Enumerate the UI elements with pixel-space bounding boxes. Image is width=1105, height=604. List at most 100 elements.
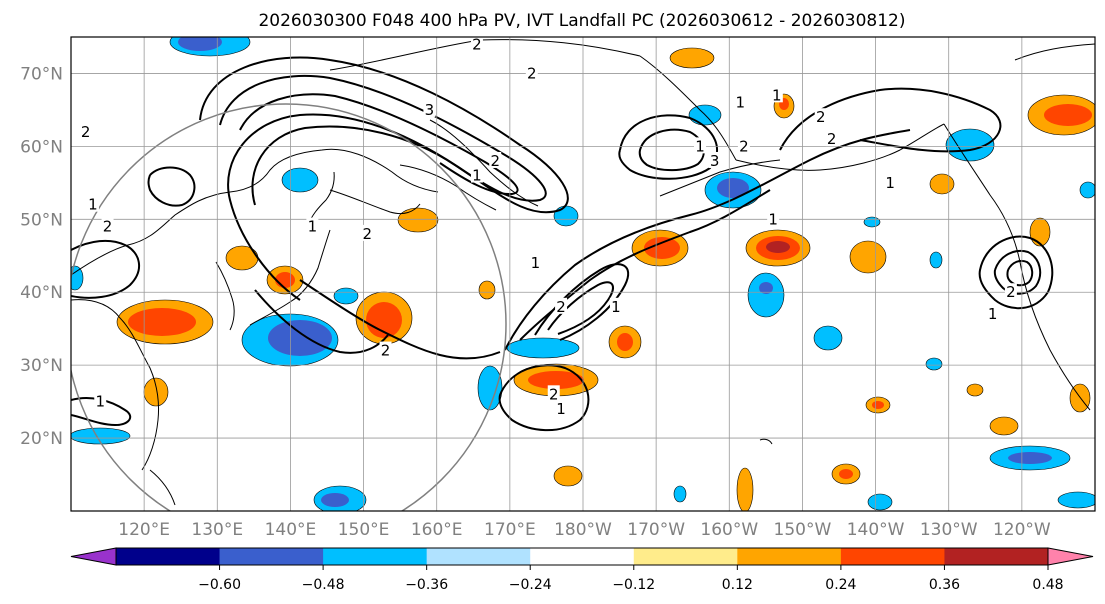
pv-contours: [71, 56, 1054, 432]
latitude-tick-labels: 20°N 30°N 40°N 50°N 60°N 70°N: [20, 64, 63, 449]
kamchatka-west: [399, 164, 497, 211]
contour-label: 2: [490, 152, 500, 170]
colorbar-segment: [737, 548, 842, 565]
pv-contour: [239, 93, 519, 196]
contour-label-background: [470, 37, 483, 52]
negative-anomaly: [477, 365, 503, 411]
positive-anomaly-core: [128, 308, 196, 336]
colorbar-tick-label: 0.48: [1032, 577, 1063, 593]
positive-anomaly: [1029, 217, 1051, 247]
contour-label: 2: [472, 35, 482, 53]
asia-pacific-coast: [71, 148, 439, 276]
north-america-west-coast: [943, 123, 1091, 411]
contour-label: 1: [988, 305, 998, 323]
negative-anomaly: [945, 128, 995, 162]
negative-anomaly-core: [1008, 452, 1052, 464]
contour-label: 3: [425, 101, 435, 119]
contour-label: 2: [81, 123, 91, 141]
contour-label: 1: [695, 137, 705, 155]
longitude-tick-label: 150°E: [338, 520, 390, 540]
longitude-tick-label: 160°W: [700, 520, 758, 540]
positive-anomaly-core: [275, 272, 295, 288]
latitude-tick-label: 30°N: [20, 356, 63, 376]
latitude-tick-label: 50°N: [20, 210, 63, 230]
pv-contour: [1006, 259, 1034, 287]
colorbar-segment: [944, 548, 1049, 565]
longitude-tick-label: 120°E: [118, 520, 170, 540]
contour-label-background: [101, 217, 114, 234]
contour-label-background: [770, 86, 783, 103]
pv-contour: [254, 289, 389, 354]
colorbar-frame: [115, 547, 1049, 566]
contour-label-background: [86, 195, 99, 212]
negative-anomaly: [867, 493, 893, 511]
contour-label: 2: [362, 225, 372, 243]
colorbar-tick-label: −0.36: [405, 577, 448, 593]
positive-anomaly: [849, 240, 887, 274]
negative-anomaly: [925, 357, 943, 371]
contour-label-background: [694, 137, 707, 154]
pv-contour: [299, 279, 501, 360]
longitude-tick-label: 130°W: [920, 520, 978, 540]
negative-anomaly-core: [759, 282, 773, 294]
negative-anomaly: [1079, 181, 1095, 199]
pv-contour: [147, 166, 196, 207]
positive-anomaly-core: [528, 371, 584, 389]
negative-anomaly: [506, 337, 580, 359]
china-coast: [71, 299, 159, 471]
contour-label-background: [555, 297, 568, 314]
contour-label-background: [884, 173, 897, 190]
pv-contour: [199, 56, 569, 301]
contour-label-background: [379, 341, 392, 358]
colorbar-segment: [633, 548, 738, 565]
ivt-landfall-region-outline: [71, 103, 507, 511]
gridlines: [71, 37, 1095, 511]
contour-label-background: [525, 64, 538, 81]
contour-label: 1: [308, 218, 318, 236]
contour-label-background: [734, 93, 747, 110]
contour-label-background: [737, 137, 750, 154]
positive-anomaly: [989, 416, 1019, 436]
philippines: [149, 469, 176, 506]
positive-anomaly: [736, 467, 754, 511]
canada-arctic-coast: [1014, 43, 1095, 61]
figure-title: 2026030300 F048 400 hPa PV, IVT Landfall…: [258, 11, 905, 31]
contour-label-background: [489, 151, 502, 168]
hawaii-islands: [759, 438, 773, 445]
negative-anomaly-core: [321, 493, 349, 507]
negative-anomaly: [929, 251, 943, 269]
pv-contour: [993, 250, 1042, 295]
contour-label-background: [306, 217, 319, 234]
positive-anomaly-peak: [766, 241, 790, 253]
longitude-tick-label: 170°E: [484, 520, 536, 540]
negative-anomaly-core: [717, 178, 749, 198]
contour-label: 1: [885, 174, 895, 192]
pv-contour: [547, 281, 614, 335]
latitude-tick-label: 60°N: [20, 137, 63, 157]
contour-label: 2: [816, 108, 826, 126]
longitude-tick-label: 160°E: [411, 520, 463, 540]
negative-anomaly: [1057, 491, 1095, 509]
negative-anomaly: [281, 167, 319, 193]
contour-label-background: [79, 122, 92, 139]
longitude-tick-label: 140°W: [847, 520, 905, 540]
contour-label: 1: [472, 167, 482, 185]
contour-label-background: [814, 108, 827, 125]
positive-anomaly: [397, 207, 439, 233]
colorbar-tick-label: 0.12: [722, 577, 753, 593]
longitude-tick-label: 150°W: [774, 520, 832, 540]
negative-anomaly: [747, 272, 785, 318]
negative-anomaly: [71, 265, 84, 291]
contour-label: 2: [381, 342, 391, 360]
contour-label-background: [470, 166, 483, 183]
positive-anomaly-core: [644, 237, 680, 259]
pv-contour: [779, 87, 1002, 153]
pv-contour: [71, 239, 140, 299]
positive-anomaly-core: [366, 302, 402, 338]
contour-label: 1: [772, 86, 782, 104]
contour-label: 1: [556, 400, 566, 418]
contour-label: 1: [735, 94, 745, 112]
